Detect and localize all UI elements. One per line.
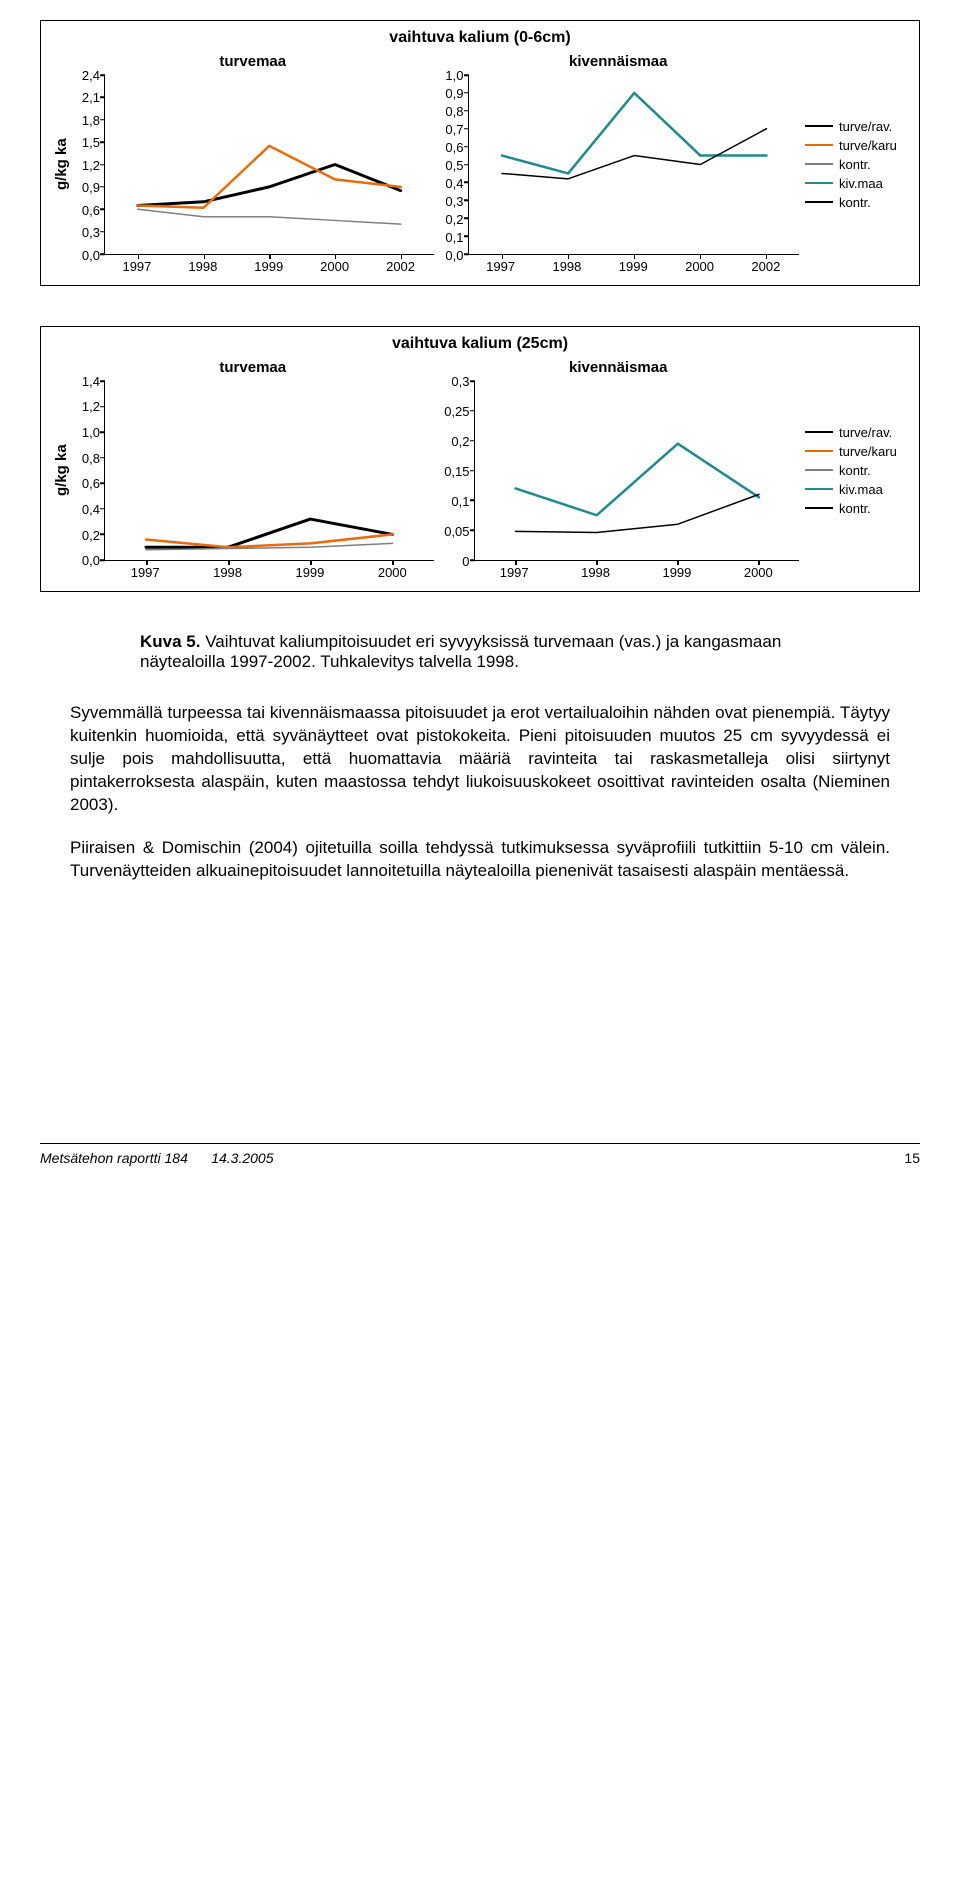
xtick-label: 2000 bbox=[378, 565, 407, 580]
legend-item: kiv.maa bbox=[805, 177, 909, 190]
footer-report: Metsätehon raportti 184 bbox=[40, 1150, 188, 1166]
legend-item: turve/rav. bbox=[805, 426, 909, 439]
legend-swatch bbox=[805, 450, 833, 452]
paragraph-1: Syvemmällä turpeessa tai kivennäismaassa… bbox=[70, 702, 890, 817]
chart2-right-yticks: 0,30,250,20,150,10,050 bbox=[438, 381, 474, 561]
chart1-left-xticks: 1997 1998 1999 2000 2002 bbox=[104, 255, 434, 275]
chart-kalium-25cm: vaihtuva kalium (25cm) g/kg ka turvemaa … bbox=[40, 326, 920, 592]
chart1-right-xticks: 1997 1998 1999 2000 2002 bbox=[468, 255, 800, 275]
chart1-right-header: kivennäismaa bbox=[438, 53, 800, 75]
legend-label: kontr. bbox=[839, 464, 871, 477]
xtick-label: 1998 bbox=[188, 259, 217, 274]
legend-swatch bbox=[805, 469, 833, 471]
xtick-label: 1999 bbox=[254, 259, 283, 274]
legend-label: turve/rav. bbox=[839, 120, 892, 133]
chart1-title: vaihtuva kalium (0-6cm) bbox=[51, 29, 909, 47]
chart2-panel-left: turvemaa 1,41,21,00,80,60,40,20,0 199719… bbox=[72, 359, 434, 581]
legend-item: kontr. bbox=[805, 502, 909, 515]
legend-label: kontr. bbox=[839, 196, 871, 209]
legend-item: kiv.maa bbox=[805, 483, 909, 496]
chart2-left-header: turvemaa bbox=[72, 359, 434, 381]
legend-swatch bbox=[805, 182, 833, 184]
chart2-left-plot bbox=[104, 381, 434, 561]
footer-date: 14.3.2005 bbox=[211, 1150, 273, 1166]
xtick-label: 1997 bbox=[500, 565, 529, 580]
chart2-title: vaihtuva kalium (25cm) bbox=[51, 335, 909, 353]
legend-swatch bbox=[805, 431, 833, 433]
xtick-label: 2002 bbox=[386, 259, 415, 274]
figure-caption: Kuva 5. Vaihtuvat kaliumpitoisuudet eri … bbox=[140, 632, 860, 672]
legend-item: turve/rav. bbox=[805, 120, 909, 133]
legend-swatch bbox=[805, 507, 833, 509]
chart-kalium-0-6cm: vaihtuva kalium (0-6cm) g/kg ka turvemaa… bbox=[40, 20, 920, 286]
paragraph-2: Piiraisen & Domischin (2004) ojitetuilla… bbox=[70, 837, 890, 883]
legend-item: kontr. bbox=[805, 464, 909, 477]
legend-swatch bbox=[805, 125, 833, 127]
chart2-right-header: kivennäismaa bbox=[438, 359, 800, 381]
chart2-left-xticks: 1997 1998 1999 2000 bbox=[104, 561, 434, 581]
chart1-panel-left: turvemaa 2,42,11,81,51,20,90,60,30,0 199… bbox=[72, 53, 434, 275]
legend-label: turve/karu bbox=[839, 139, 897, 152]
caption-label: Kuva 5. bbox=[140, 632, 200, 651]
chart2-legend: turve/rav. turve/karu kontr. kiv.maa kontr. bbox=[799, 359, 909, 581]
legend-label: kontr. bbox=[839, 158, 871, 171]
chart1-right-plot bbox=[468, 75, 800, 255]
legend-swatch bbox=[805, 201, 833, 203]
chart2-panel-right: kivennäismaa 0,30,250,20,150,10,050 1997… bbox=[438, 359, 800, 581]
xtick-label: 1997 bbox=[122, 259, 151, 274]
chart1-left-header: turvemaa bbox=[72, 53, 434, 75]
legend-label: turve/karu bbox=[839, 445, 897, 458]
legend-swatch bbox=[805, 488, 833, 490]
legend-item: kontr. bbox=[805, 196, 909, 209]
page-footer: Metsätehon raportti 184 14.3.2005 15 bbox=[40, 1143, 920, 1166]
legend-label: turve/rav. bbox=[839, 426, 892, 439]
xtick-label: 1998 bbox=[552, 259, 581, 274]
legend-item: turve/karu bbox=[805, 139, 909, 152]
chart2-ylabel: g/kg ka bbox=[51, 359, 72, 581]
xtick-label: 1999 bbox=[619, 259, 648, 274]
xtick-label: 2000 bbox=[685, 259, 714, 274]
xtick-label: 2000 bbox=[744, 565, 773, 580]
chart1-panel-right: kivennäismaa 1,00,90,80,70,60,50,40,30,2… bbox=[438, 53, 800, 275]
body-text: Syvemmällä turpeessa tai kivennäismaassa… bbox=[70, 702, 890, 883]
chart2-right-xticks: 1997 1998 1999 2000 bbox=[474, 561, 800, 581]
xtick-label: 2000 bbox=[320, 259, 349, 274]
chart2-right-plot bbox=[474, 381, 800, 561]
xtick-label: 1999 bbox=[295, 565, 324, 580]
footer-page: 15 bbox=[904, 1150, 920, 1166]
chart1-ylabel: g/kg ka bbox=[51, 53, 72, 275]
xtick-label: 1998 bbox=[581, 565, 610, 580]
footer-left: Metsätehon raportti 184 14.3.2005 bbox=[40, 1150, 274, 1166]
xtick-label: 1997 bbox=[131, 565, 160, 580]
xtick-label: 2002 bbox=[751, 259, 780, 274]
legend-swatch bbox=[805, 163, 833, 165]
legend-label: kiv.maa bbox=[839, 483, 883, 496]
legend-item: turve/karu bbox=[805, 445, 909, 458]
xtick-label: 1999 bbox=[662, 565, 691, 580]
legend-item: kontr. bbox=[805, 158, 909, 171]
legend-label: kiv.maa bbox=[839, 177, 883, 190]
legend-label: kontr. bbox=[839, 502, 871, 515]
legend-swatch bbox=[805, 144, 833, 146]
xtick-label: 1998 bbox=[213, 565, 242, 580]
chart1-left-plot bbox=[104, 75, 434, 255]
xtick-label: 1997 bbox=[486, 259, 515, 274]
chart1-legend: turve/rav. turve/karu kontr. kiv.maa kontr. bbox=[799, 53, 909, 275]
caption-text: Vaihtuvat kaliumpitoisuudet eri syvyyksi… bbox=[140, 632, 781, 671]
